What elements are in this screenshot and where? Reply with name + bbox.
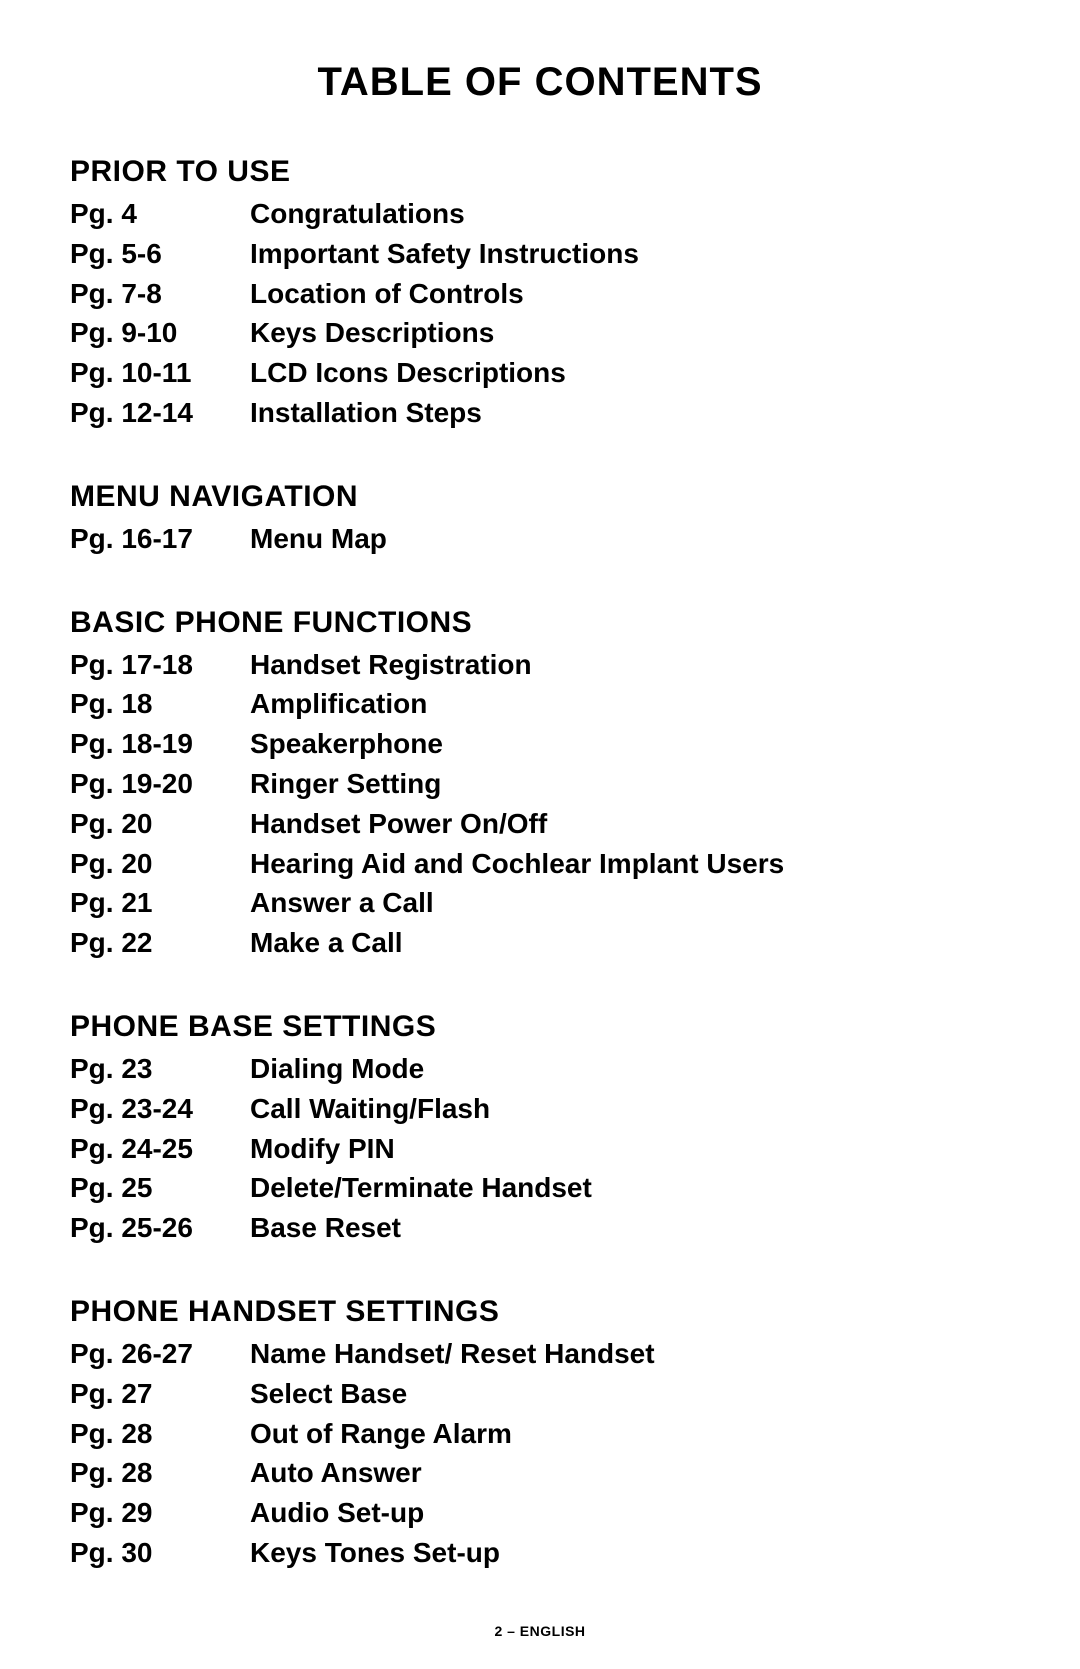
page-footer: 2 – ENGLISH [0, 1623, 1080, 1639]
toc-page: Pg. 22 [70, 924, 250, 962]
toc-topic: Ringer Setting [250, 765, 1010, 803]
toc-page: Pg. 18-19 [70, 725, 250, 763]
toc-topic: Answer a Call [250, 884, 1010, 922]
toc-page: Pg. 9-10 [70, 314, 250, 352]
toc-topic: Name Handset/ Reset Handset [250, 1335, 1010, 1373]
toc-row: Pg. 18-19Speakerphone [70, 725, 1010, 763]
toc-page: Pg. 12-14 [70, 394, 250, 432]
toc-row: Pg. 22Make a Call [70, 924, 1010, 962]
section-heading: BASIC PHONE FUNCTIONS [70, 606, 1010, 640]
toc-page: Pg. 23-24 [70, 1090, 250, 1128]
section-heading: MENU NAVIGATION [70, 480, 1010, 514]
toc-topic: Important Safety Instructions [250, 235, 1010, 273]
toc-page: Pg. 4 [70, 195, 250, 233]
toc-page: Pg. 25-26 [70, 1209, 250, 1247]
toc-section: BASIC PHONE FUNCTIONS Pg. 17-18Handset Re… [70, 606, 1010, 962]
toc-page: Pg. 10-11 [70, 354, 250, 392]
toc-topic: Make a Call [250, 924, 1010, 962]
toc-row: Pg. 5-6Important Safety Instructions [70, 235, 1010, 273]
toc-row: Pg. 28Out of Range Alarm [70, 1415, 1010, 1453]
toc-row: Pg. 12-14Installation Steps [70, 394, 1010, 432]
toc-page: Pg. 30 [70, 1534, 250, 1572]
toc-topic: Out of Range Alarm [250, 1415, 1010, 1453]
toc-row: Pg. 10-11LCD Icons Descriptions [70, 354, 1010, 392]
toc-topic: Modify PIN [250, 1130, 1010, 1168]
toc-topic: Handset Registration [250, 646, 1010, 684]
toc-topic: Dialing Mode [250, 1050, 1010, 1088]
toc-section: PRIOR TO USEPg. 4CongratulationsPg. 5-6I… [70, 155, 1010, 432]
toc-topic: Delete/Terminate Handset [250, 1169, 1010, 1207]
toc-topic: Keys Descriptions [250, 314, 1010, 352]
toc-page: Pg. 27 [70, 1375, 250, 1413]
toc-page: Pg. 29 [70, 1494, 250, 1532]
toc-page: Pg. 7-8 [70, 275, 250, 313]
toc-topic: Speakerphone [250, 725, 1010, 763]
toc-section: PHONE BASE SETTINGSPg. 23Dialing ModePg.… [70, 1010, 1010, 1247]
toc-topic: Hearing Aid and Cochlear Implant Users [250, 845, 1010, 883]
toc-topic: Auto Answer [250, 1454, 1010, 1492]
toc-topic: Keys Tones Set-up [250, 1534, 1010, 1572]
toc-page: Pg. 21 [70, 884, 250, 922]
toc-page: Pg. 20 [70, 805, 250, 843]
section-heading: PHONE HANDSET SETTINGS [70, 1295, 1010, 1329]
toc-page: Pg. 24-25 [70, 1130, 250, 1168]
toc-page: Pg. 28 [70, 1415, 250, 1453]
toc-topic: Handset Power On/Off [250, 805, 1010, 843]
toc-page: Pg. 19-20 [70, 765, 250, 803]
toc-page: Pg. 25 [70, 1169, 250, 1207]
toc-row: Pg. 23Dialing Mode [70, 1050, 1010, 1088]
toc-topic: Menu Map [250, 520, 1010, 558]
toc-topic: Base Reset [250, 1209, 1010, 1247]
toc-page: Pg. 23 [70, 1050, 250, 1088]
toc-topic: Call Waiting/Flash [250, 1090, 1010, 1128]
toc-topic: Select Base [250, 1375, 1010, 1413]
toc-section: MENU NAVIGATION Pg. 16-17Menu Map [70, 480, 1010, 558]
toc-page: Pg. 26-27 [70, 1335, 250, 1373]
toc-page: Pg. 17-18 [70, 646, 250, 684]
toc-row: Pg. 21Answer a Call [70, 884, 1010, 922]
toc-row: Pg. 30Keys Tones Set-up [70, 1534, 1010, 1572]
section-heading: PHONE BASE SETTINGS [70, 1010, 1010, 1044]
toc-topic: Amplification [250, 685, 1010, 723]
toc-row: Pg. 19-20Ringer Setting [70, 765, 1010, 803]
toc-page: Pg. 20 [70, 845, 250, 883]
toc-row: Pg. 20Hearing Aid and Cochlear Implant U… [70, 845, 1010, 883]
toc-row: Pg. 25Delete/Terminate Handset [70, 1169, 1010, 1207]
toc-row: Pg. 28Auto Answer [70, 1454, 1010, 1492]
toc-row: Pg. 26-27Name Handset/ Reset Handset [70, 1335, 1010, 1373]
page-title: TABLE OF CONTENTS [70, 60, 1010, 105]
toc-page: Pg. 16-17 [70, 520, 250, 558]
toc-row: Pg. 27Select Base [70, 1375, 1010, 1413]
toc-row: Pg. 20Handset Power On/Off [70, 805, 1010, 843]
toc-topic: Installation Steps [250, 394, 1010, 432]
toc-section: PHONE HANDSET SETTINGS Pg. 26-27Name Hand… [70, 1295, 1010, 1572]
toc-topic: Location of Controls [250, 275, 1010, 313]
toc-topic: LCD Icons Descriptions [250, 354, 1010, 392]
toc-page: Pg. 5-6 [70, 235, 250, 273]
toc-row: Pg. 16-17Menu Map [70, 520, 1010, 558]
toc-row: Pg. 23-24Call Waiting/Flash [70, 1090, 1010, 1128]
toc-row: Pg. 4Congratulations [70, 195, 1010, 233]
toc-row: Pg. 17-18Handset Registration [70, 646, 1010, 684]
toc-page: Pg. 28 [70, 1454, 250, 1492]
toc-page: Pg. 18 [70, 685, 250, 723]
toc-row: Pg. 18Amplification [70, 685, 1010, 723]
section-heading: PRIOR TO USE [70, 155, 1010, 189]
toc-row: Pg. 24-25Modify PIN [70, 1130, 1010, 1168]
toc-row: Pg. 7-8Location of Controls [70, 275, 1010, 313]
toc-topic: Audio Set-up [250, 1494, 1010, 1532]
toc-row: Pg. 29Audio Set-up [70, 1494, 1010, 1532]
toc-row: Pg. 25-26Base Reset [70, 1209, 1010, 1247]
toc-row: Pg. 9-10Keys Descriptions [70, 314, 1010, 352]
toc-topic: Congratulations [250, 195, 1010, 233]
